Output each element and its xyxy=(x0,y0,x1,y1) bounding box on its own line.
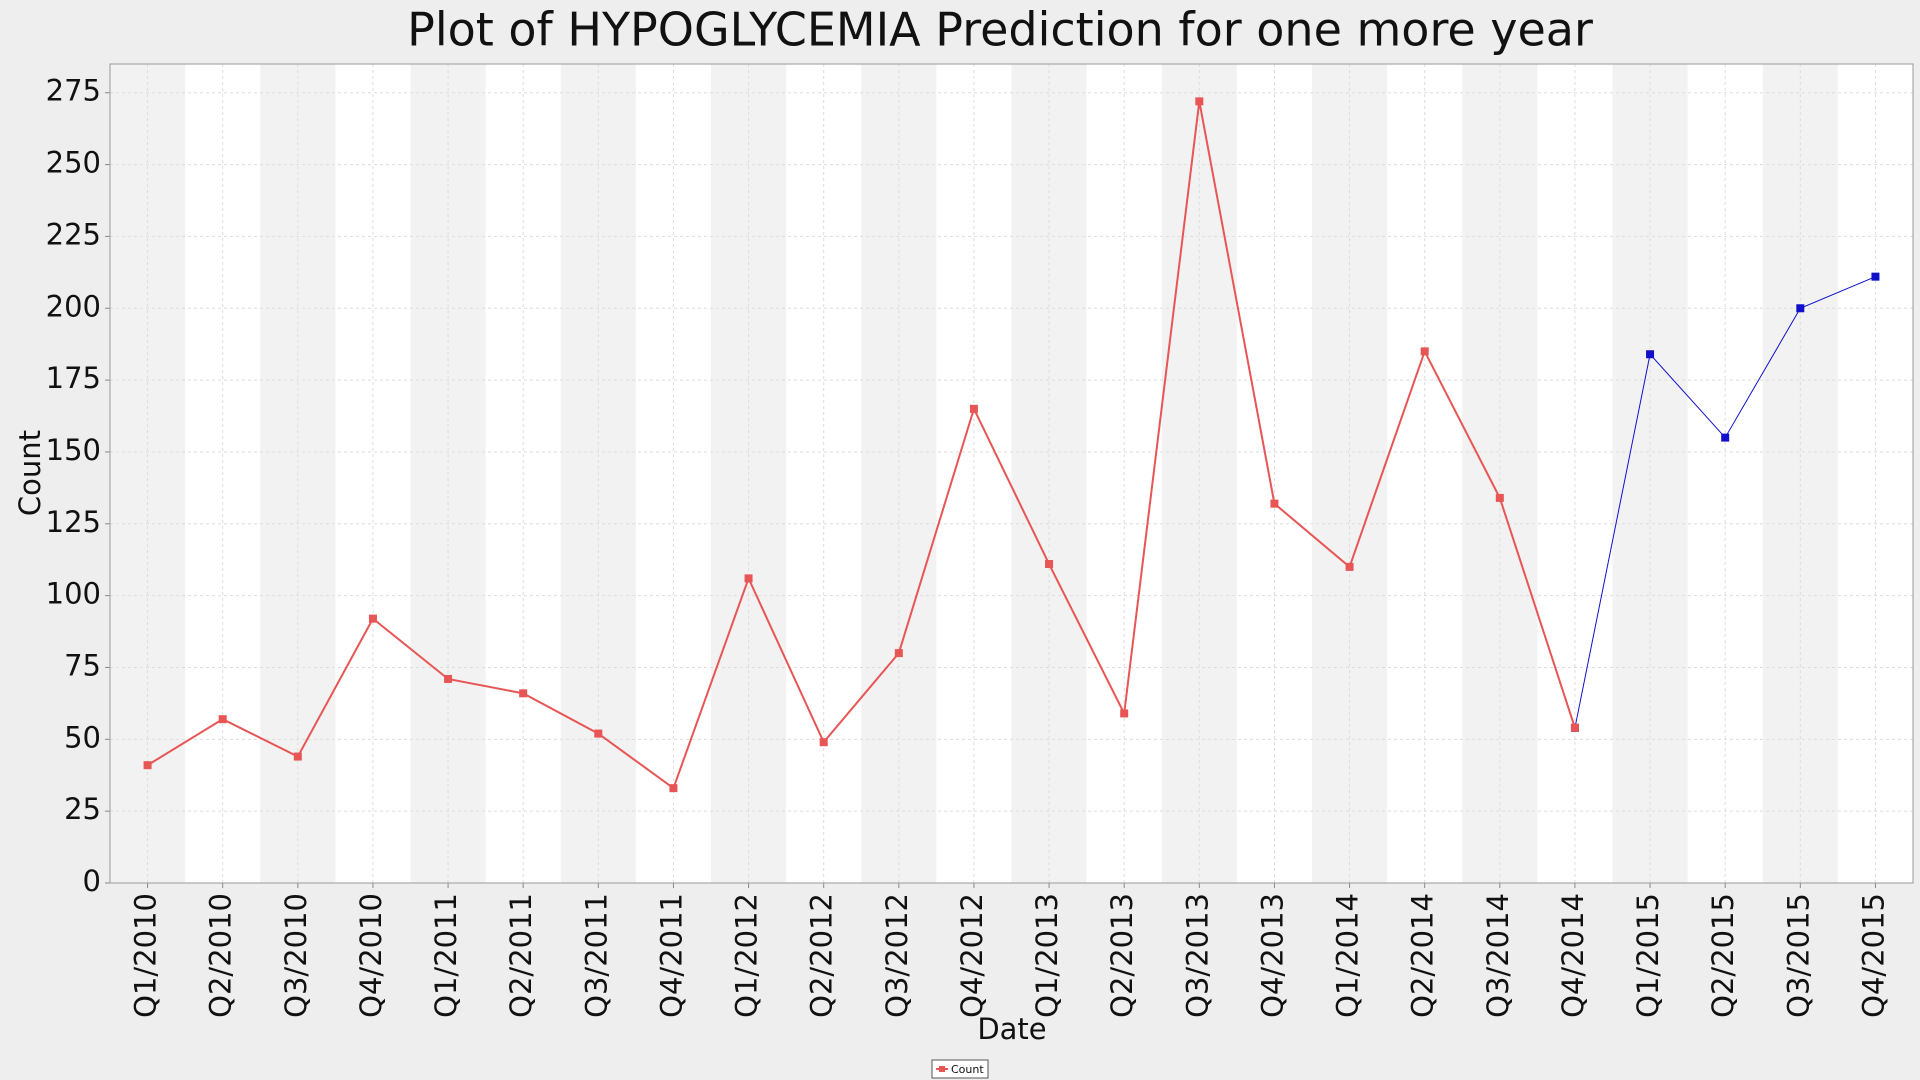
y-tick-label: 75 xyxy=(64,648,101,682)
x-tick-label: Q3/2013 xyxy=(1180,893,1214,1018)
legend-label: Count xyxy=(951,1063,984,1076)
point xyxy=(594,729,603,738)
point xyxy=(218,715,227,724)
x-tick-label: Q3/2010 xyxy=(279,893,313,1018)
y-tick-label: 0 xyxy=(83,864,101,898)
x-tick-label: Q3/2015 xyxy=(1781,893,1815,1018)
y-tick-label: 200 xyxy=(46,289,101,323)
point xyxy=(368,614,377,623)
point xyxy=(1570,723,1579,732)
x-axis-label: Date xyxy=(977,1012,1046,1046)
x-tick-label: Q2/2015 xyxy=(1706,893,1740,1018)
x-tick-label: Q4/2014 xyxy=(1556,893,1590,1018)
point xyxy=(293,752,302,761)
y-tick-label: 25 xyxy=(64,792,101,826)
point xyxy=(1721,433,1730,442)
x-tick-label: Q1/2011 xyxy=(429,893,463,1018)
x-tick-label: Q4/2011 xyxy=(654,893,688,1018)
plot-border xyxy=(109,63,1914,884)
point xyxy=(1871,272,1880,281)
x-tick-label: Q3/2014 xyxy=(1481,893,1515,1018)
chart-title: Plot of HYPOGLYCEMIA Prediction for one … xyxy=(407,3,1593,57)
x-tick-label: Q4/2015 xyxy=(1856,893,1890,1018)
x-tick-label: Q4/2010 xyxy=(354,893,388,1018)
x-tick-label: Q3/2012 xyxy=(880,893,914,1018)
point xyxy=(744,574,753,583)
y-tick-label: 175 xyxy=(46,361,101,395)
x-tick-label: Q3/2011 xyxy=(579,893,613,1018)
point xyxy=(1495,493,1504,502)
point xyxy=(1796,304,1805,313)
x-tick-label: Q1/2014 xyxy=(1331,893,1365,1018)
x-tick-label: Q1/2012 xyxy=(730,893,764,1018)
y-tick-label: 50 xyxy=(64,720,101,754)
x-tick-label: Q1/2010 xyxy=(129,893,163,1018)
point xyxy=(1270,499,1279,508)
y-tick-label: 100 xyxy=(46,577,101,611)
point xyxy=(1195,97,1204,106)
x-tick-label: Q1/2013 xyxy=(1030,893,1064,1018)
y-tick-label: 250 xyxy=(46,146,101,180)
point xyxy=(969,404,978,413)
x-tick-label: Q2/2013 xyxy=(1105,893,1139,1018)
x-tick-label: Q1/2015 xyxy=(1631,893,1665,1018)
y-tick-label: 125 xyxy=(46,505,101,539)
y-tick-label: 150 xyxy=(46,433,101,467)
y-axis-label: Count xyxy=(13,430,47,516)
point xyxy=(1420,347,1429,356)
x-tick-label: Q4/2013 xyxy=(1255,893,1289,1018)
point xyxy=(444,674,453,683)
series-line xyxy=(147,101,1576,790)
x-tick-label: Q4/2012 xyxy=(955,893,989,1018)
point xyxy=(819,738,828,747)
legend-marker xyxy=(939,1066,945,1072)
y-tick-label: 275 xyxy=(46,74,101,108)
point xyxy=(1345,562,1354,571)
x-tick-label: Q2/2010 xyxy=(204,893,238,1018)
point xyxy=(519,689,528,698)
x-tick-label: Q2/2012 xyxy=(805,893,839,1018)
point xyxy=(1045,560,1054,569)
point xyxy=(143,761,152,770)
legend-box xyxy=(931,1059,989,1079)
x-tick-label: Q2/2014 xyxy=(1406,893,1440,1018)
y-tick-label: 225 xyxy=(46,217,101,251)
x-tick-label: Q2/2011 xyxy=(504,893,538,1018)
point xyxy=(1646,350,1655,359)
point xyxy=(894,649,903,658)
point xyxy=(669,784,678,793)
point xyxy=(1120,709,1129,718)
